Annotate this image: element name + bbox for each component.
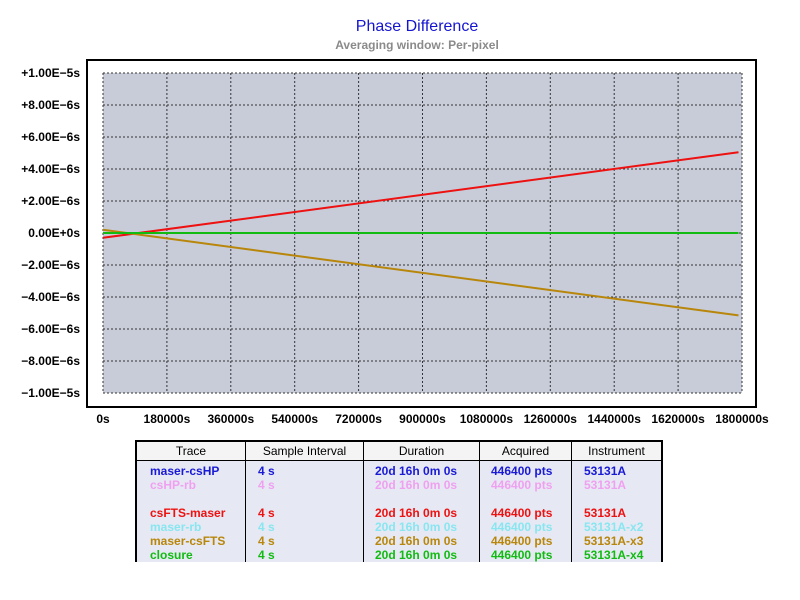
- x-tick-label: 540000s: [271, 412, 318, 426]
- legend-cell-acquired: 446400 pts: [479, 520, 572, 534]
- y-tick-label: +1.00E−5s: [21, 66, 80, 80]
- legend-cell-instrument: 53131A-x3: [571, 534, 661, 548]
- y-tick-label: +4.00E−6s: [21, 162, 80, 176]
- legend-cell-sample-interval: [245, 492, 364, 506]
- phase-difference-chart: +1.00E−5s +8.00E−6s +6.00E−6s +4.00E−6s +2.0…: [21, 59, 769, 426]
- legend-cell-sample-interval: 4 s: [245, 534, 364, 548]
- x-tick-label: 1440000s: [588, 412, 642, 426]
- y-tick-label: −2.00E−6s: [21, 258, 80, 272]
- legend-cell-acquired: 446400 pts: [479, 534, 572, 548]
- legend-cell-instrument: 53131A: [571, 460, 661, 478]
- legend-cell-duration: 20d 16h 0m 0s: [363, 478, 480, 492]
- legend-row: maser-csHP 4 s 20d 16h 0m 0s 446400 pts 5313…: [137, 460, 661, 478]
- x-tick-label: 180000s: [144, 412, 191, 426]
- x-tick-label: 360000s: [207, 412, 254, 426]
- legend-row: csHP-rb 4 s 20d 16h 0m 0s 446400 pts 53131A: [137, 478, 661, 492]
- legend-cell-instrument: 53131A-x4: [571, 548, 661, 562]
- legend-cell-duration: 20d 16h 0m 0s: [363, 460, 480, 478]
- y-tick-label: +6.00E−6s: [21, 130, 80, 144]
- header-trace: Trace: [137, 442, 246, 461]
- legend-cell-duration: 20d 16h 0m 0s: [363, 534, 480, 548]
- legend-cell-instrument: 53131A: [571, 506, 661, 520]
- header-duration: Duration: [363, 442, 480, 461]
- y-tick-label: −1.00E−5s: [21, 386, 80, 400]
- legend-cell-sample-interval: 4 s: [245, 478, 364, 492]
- legend-cell-acquired: [479, 492, 572, 506]
- legend-row: csFTS-maser 4 s 20d 16h 0m 0s 446400 pts 531…: [137, 506, 661, 520]
- x-tick-label: 1800000s: [715, 412, 769, 426]
- x-tick-label: 1260000s: [524, 412, 578, 426]
- legend-cell-instrument: 53131A-x2: [571, 520, 661, 534]
- legend-row: closure 4 s 20d 16h 0m 0s 446400 pts 53131A-…: [137, 548, 661, 562]
- legend-cell-duration: 20d 16h 0m 0s: [363, 506, 480, 520]
- legend-cell-instrument: 53131A: [571, 478, 661, 492]
- legend-cell-acquired: 446400 pts: [479, 460, 572, 478]
- legend-cell-trace: maser-csFTS: [137, 534, 246, 548]
- y-tick-label: +2.00E−6s: [21, 194, 80, 208]
- legend-cell-acquired: 446400 pts: [479, 548, 572, 562]
- legend-cell-sample-interval: 4 s: [245, 506, 364, 520]
- legend-cell-acquired: 446400 pts: [479, 506, 572, 520]
- series-lines: [102, 151, 739, 317]
- legend-cell-duration: 20d 16h 0m 0s: [363, 548, 480, 562]
- y-tick-label: −6.00E−6s: [21, 322, 80, 336]
- y-axis-ticks: +1.00E−5s +8.00E−6s +6.00E−6s +4.00E−6s +2.0…: [21, 66, 80, 400]
- legend-cell-duration: [363, 492, 480, 506]
- legend-cell-trace: maser-csHP: [137, 460, 246, 478]
- trace-legend-table: Trace Sample Interval Duration Acquired …: [135, 440, 663, 562]
- legend-cell-trace: csFTS-maser: [137, 506, 246, 520]
- x-tick-label: 0s: [96, 412, 110, 426]
- legend-cell-sample-interval: 4 s: [245, 548, 364, 562]
- legend-table: Trace Sample Interval Duration Acquired …: [137, 442, 661, 562]
- legend-row: maser-csFTS 4 s 20d 16h 0m 0s 446400 pts 531…: [137, 534, 661, 548]
- y-tick-label: −8.00E−6s: [21, 354, 80, 368]
- legend-cell-trace: [137, 492, 246, 506]
- series-line-maser-csFTS: [102, 228, 739, 317]
- chart-subtitle: Averaging window: Per-pixel: [335, 38, 499, 52]
- x-axis-ticks: 0s 180000s 360000s 540000s 720000s 900000s 108…: [96, 412, 769, 426]
- legend-row: maser-rb 4 s 20d 16h 0m 0s 446400 pts 53131A…: [137, 520, 661, 534]
- y-tick-label: 0.00E+0s: [28, 226, 80, 240]
- legend-cell-sample-interval: 4 s: [245, 520, 364, 534]
- legend-row: [137, 492, 661, 506]
- x-tick-label: 900000s: [399, 412, 446, 426]
- header-sample-interval: Sample Interval: [245, 442, 364, 461]
- legend-cell-trace: csHP-rb: [137, 478, 246, 492]
- header-acquired: Acquired: [479, 442, 572, 461]
- header-instrument: Instrument: [571, 442, 661, 461]
- y-tick-label: −4.00E−6s: [21, 290, 80, 304]
- x-tick-label: 720000s: [335, 412, 382, 426]
- x-tick-label: 1620000s: [651, 412, 705, 426]
- x-tick-label: 1080000s: [460, 412, 514, 426]
- y-tick-label: +8.00E−6s: [21, 98, 80, 112]
- legend-cell-duration: 20d 16h 0m 0s: [363, 520, 480, 534]
- series-line-csFTS-maser: [102, 151, 739, 239]
- chart-title: Phase Difference: [355, 18, 479, 35]
- legend-cell-trace: maser-rb: [137, 520, 246, 534]
- legend-cell-sample-interval: 4 s: [245, 460, 364, 478]
- legend-cell-trace: closure: [137, 548, 246, 562]
- legend-cell-instrument: [571, 492, 661, 506]
- legend-cell-acquired: 446400 pts: [479, 478, 572, 492]
- legend-header-row: Trace Sample Interval Duration Acquired …: [137, 442, 661, 461]
